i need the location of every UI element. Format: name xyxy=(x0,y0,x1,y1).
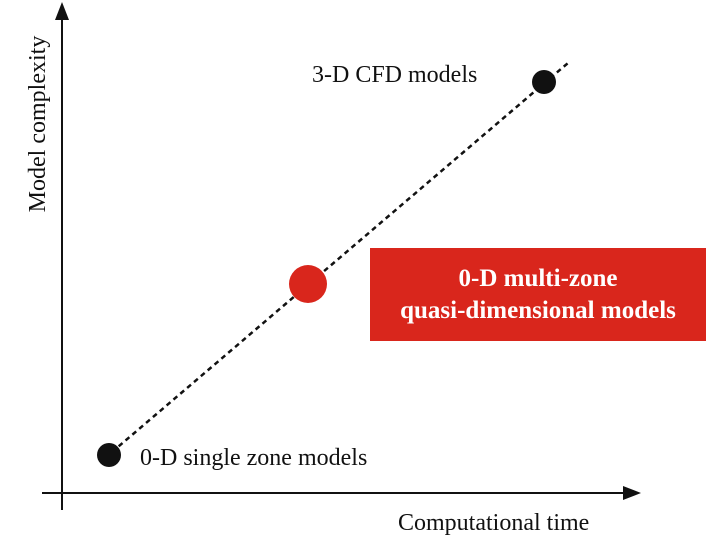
point-0d-multi-zone xyxy=(289,265,327,303)
callout-line-2: quasi-dimensional models xyxy=(400,296,676,324)
label-0d-single-zone: 0-D single zone models xyxy=(140,445,368,471)
callout-0d-multi-zone: 0-D multi-zone quasi-dimensional models xyxy=(370,248,706,341)
point-0d-single-zone xyxy=(97,443,121,467)
x-axis-arrowhead xyxy=(623,486,641,500)
label-3d-cfd: 3-D CFD models xyxy=(312,62,478,88)
x-axis-label: Computational time xyxy=(398,510,590,536)
y-axis-arrowhead xyxy=(55,2,69,20)
y-axis-label: Model complexity xyxy=(25,35,51,213)
point-3d-cfd xyxy=(532,70,556,94)
callout-line-1: 0-D multi-zone xyxy=(458,265,618,293)
trend-line xyxy=(104,62,569,459)
